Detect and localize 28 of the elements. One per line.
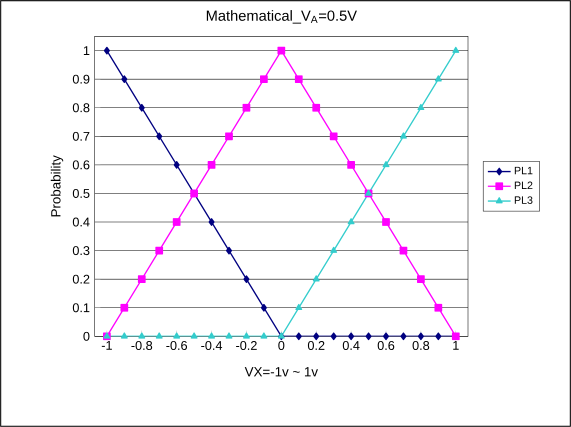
x-tick-label: -1 [102, 341, 112, 350]
y-axis-title: Probability [50, 155, 64, 216]
x-tick-label: 0.6 [378, 341, 394, 350]
legend-label: PL1 [514, 166, 532, 174]
x-tick-label: -0.2 [236, 341, 257, 350]
y-tick-label: 0.8 [72, 103, 90, 112]
x-axis-title: VX=-1v ~ 1v [244, 367, 318, 376]
y-tick-label: 0.6 [72, 160, 90, 170]
y-tick-label: 0.1 [72, 303, 90, 312]
x-tick-label: 0.8 [412, 341, 430, 350]
x-tick-label: 0.2 [308, 341, 324, 350]
x-tick-label: 0.4 [342, 341, 360, 350]
legend-label: PL3 [514, 196, 532, 204]
y-tick-label: 0 [83, 332, 90, 341]
legend-label: PL2 [514, 182, 532, 189]
chart-title: Mathematical_V$_{A}$=0.5V [206, 10, 357, 24]
x-tick-label: -0.4 [201, 341, 222, 350]
y-tick-label: 1 [84, 46, 90, 55]
x-tick-label: 0 [278, 341, 284, 350]
x-tick-label: -0.6 [166, 341, 188, 350]
y-tick-label: 0.5 [72, 188, 90, 198]
y-tick-label: 0.2 [72, 274, 90, 284]
y-tick-label: 0.4 [72, 218, 90, 227]
x-tick-label: 1 [453, 341, 459, 350]
x-tick-label: -0.8 [131, 341, 152, 350]
y-tick-label: 0.9 [72, 74, 90, 84]
y-tick-label: 0.7 [72, 132, 90, 141]
y-tick-label: 0.3 [72, 246, 90, 256]
